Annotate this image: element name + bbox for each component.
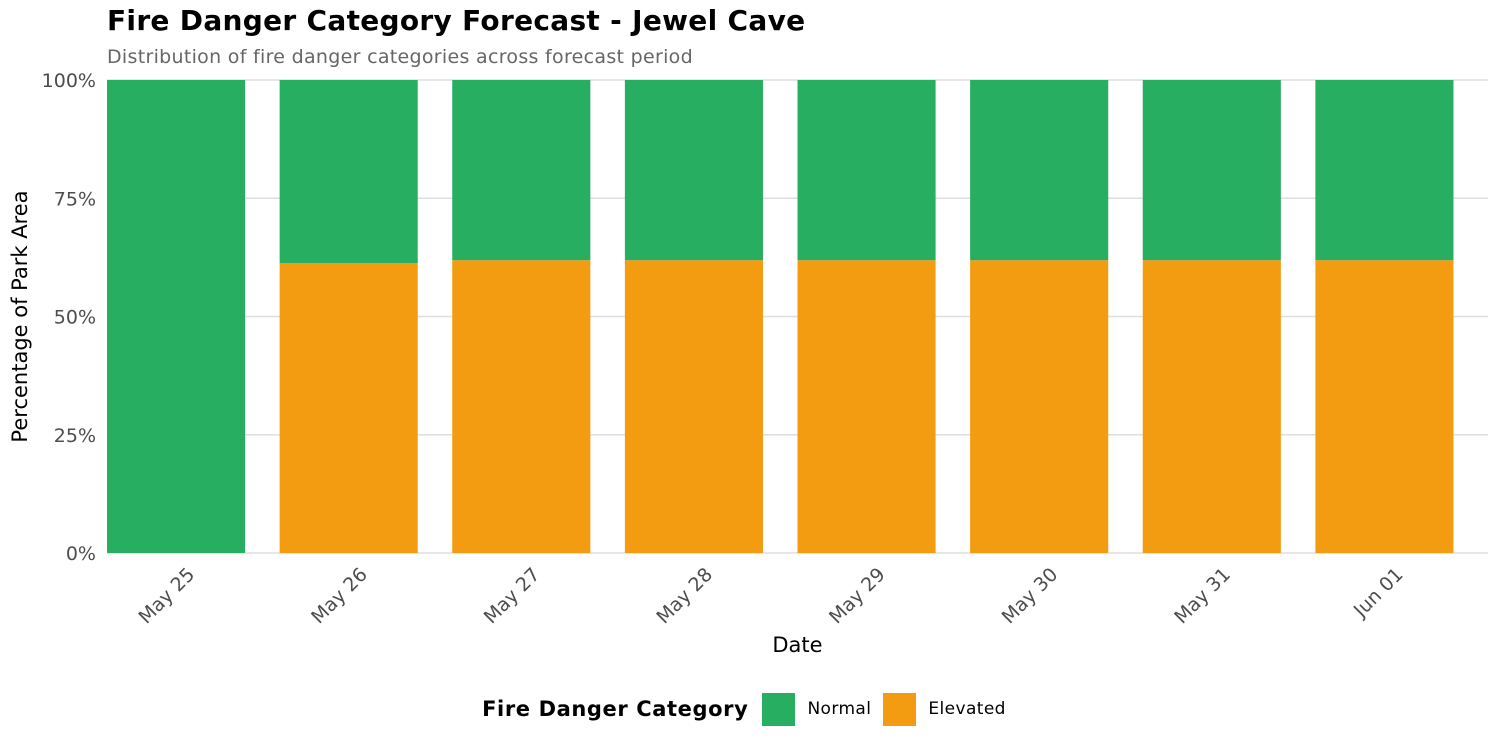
- bar-normal-may-27: [452, 80, 591, 261]
- bar-normal-may-29: [797, 80, 936, 261]
- bar-elevated-may-31: [1142, 260, 1281, 553]
- legend-swatch-normal: [762, 692, 796, 726]
- bar-elevated-may-30: [970, 260, 1109, 553]
- x-tick-label: May 29: [825, 564, 890, 629]
- bar-normal-may-31: [1142, 80, 1281, 261]
- y-tick-label: 100%: [42, 70, 96, 92]
- legend-title: Fire Danger Category: [482, 697, 749, 721]
- x-tick-label: May 30: [998, 564, 1063, 629]
- y-tick-label: 50%: [54, 307, 96, 329]
- bar-elevated-may-27: [452, 260, 591, 553]
- x-tick-label: May 28: [652, 564, 717, 629]
- y-axis-title: Percentage of Park Area: [8, 190, 32, 442]
- bar-elevated-may-29: [797, 260, 936, 553]
- chart-subtitle: Distribution of fire danger categories a…: [107, 46, 693, 68]
- bar-elevated-may-26: [279, 263, 418, 553]
- bar-normal-jun-01: [1315, 80, 1454, 261]
- legend-label-elevated: Elevated: [928, 699, 1006, 719]
- y-tick-label: 0%: [66, 543, 96, 565]
- legend: Fire Danger Category Normal Elevated: [0, 692, 1500, 726]
- legend-item-normal: Normal: [762, 692, 872, 726]
- bar-normal-may-28: [624, 80, 763, 261]
- x-tick-label: Jun 01: [1349, 564, 1408, 623]
- y-tick-label: 75%: [54, 188, 96, 210]
- x-axis-title: Date: [772, 633, 822, 657]
- y-tick-label: 25%: [54, 425, 96, 447]
- bar-elevated-jun-01: [1315, 260, 1454, 553]
- chart-title: Fire Danger Category Forecast - Jewel Ca…: [107, 4, 806, 37]
- bar-elevated-may-28: [624, 260, 763, 553]
- legend-item-elevated: Elevated: [883, 692, 1006, 726]
- stacked-bar-chart: 0% 25% 50% 75% 100% May 25 May 26 May 27 May 28 M…: [8, 70, 1488, 657]
- x-tick-label: May 26: [307, 564, 372, 629]
- legend-label-normal: Normal: [807, 699, 872, 719]
- bar-normal-may-30: [970, 80, 1109, 261]
- x-tick-label: May 31: [1170, 564, 1235, 629]
- legend-swatch-elevated: [883, 692, 917, 726]
- x-tick-label: May 27: [480, 564, 545, 629]
- x-tick-label: May 25: [134, 564, 199, 629]
- bar-normal-may-25: [107, 80, 246, 553]
- bar-normal-may-26: [279, 80, 418, 264]
